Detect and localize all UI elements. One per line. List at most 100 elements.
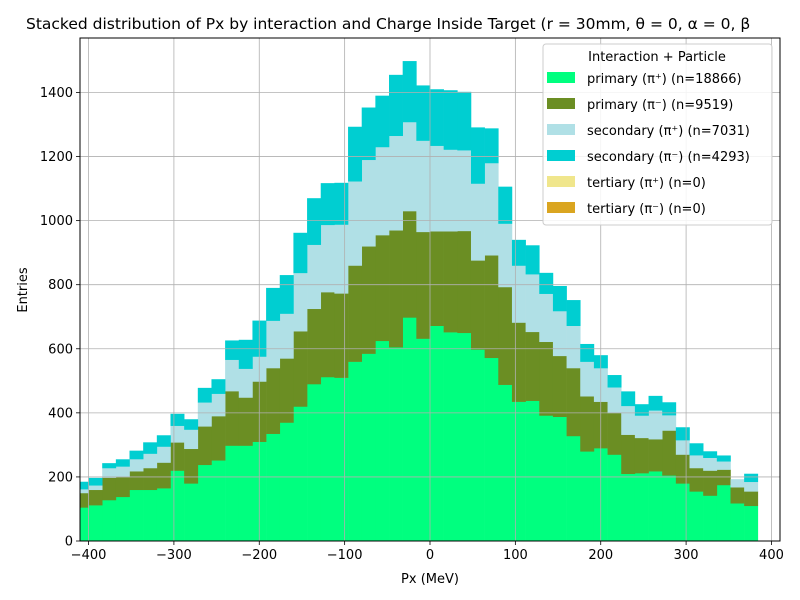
histogram-bar-series-1-bin-20 (334, 378, 348, 542)
histogram-bar-series-4-bin-19 (321, 183, 335, 225)
histogram-bar-series-3-bin-25 (403, 122, 417, 211)
histogram-bar-series-2-bin-23 (375, 235, 389, 341)
histogram-bar-series-3-bin-37 (567, 326, 581, 369)
y-tick-label-2: 200 (48, 470, 73, 485)
x-tick-label-2: −300 (156, 548, 192, 563)
histogram-bar-series-4-bin-44 (662, 402, 676, 415)
histogram-bar-series-3-bin-16 (280, 314, 294, 359)
histogram-bar-series-1-bin-34 (526, 401, 540, 542)
histogram-bar-series-2-bin-15 (266, 368, 280, 434)
histogram-bar-series-3-bin-4 (116, 466, 130, 477)
legend-label-4: secondary (π⁻) (n=4293) (587, 150, 750, 165)
histogram-bar-series-4-bin-13 (239, 340, 253, 369)
histogram-bar-series-3-bin-40 (608, 387, 622, 413)
histogram-bar-series-1-bin-17 (293, 406, 307, 541)
histogram-bar-series-2-bin-47 (703, 471, 717, 496)
y-tick-label-4: 600 (48, 342, 73, 357)
histogram-bar-series-1-bin-26 (416, 339, 430, 542)
histogram-bar-series-1-bin-50 (744, 506, 758, 542)
legend-swatch-4 (547, 150, 575, 161)
histogram-bar-series-3-bin-45 (676, 440, 690, 455)
histogram-bar-series-1-bin-12 (225, 446, 239, 542)
histogram-bar-series-1-bin-28 (444, 332, 458, 541)
y-tick-label-3: 400 (48, 406, 73, 421)
histogram-bar-series-3-bin-27 (430, 146, 444, 232)
histogram-bar-series-4-bin-30 (471, 127, 485, 183)
histogram-bar-series-4-bin-42 (635, 404, 649, 416)
histogram-bar-series-1-bin-29 (457, 333, 471, 542)
histogram-bar-series-3-bin-5 (130, 459, 144, 471)
histogram-bar-series-2-bin-10 (198, 426, 212, 465)
legend-swatch-3 (547, 124, 575, 135)
histogram-bar-series-1-bin-36 (553, 417, 567, 542)
histogram-bar-series-4-bin-27 (430, 89, 444, 146)
histogram-bar-series-3-bin-32 (498, 224, 512, 288)
histogram-bar-series-4-bin-33 (512, 240, 526, 266)
histogram-bar-series-2-bin-32 (498, 287, 512, 385)
histogram-bar-series-2-bin-8 (170, 442, 184, 470)
x-tick-label-4: −100 (327, 548, 363, 563)
y-tick-label-8: 1400 (40, 86, 73, 101)
chart-title: Stacked distribution of Px by interactio… (26, 15, 750, 33)
histogram-bar-series-3-bin-41 (621, 406, 635, 435)
histogram-bar-series-3-bin-26 (416, 141, 430, 233)
x-tick-label-7: 200 (588, 548, 613, 563)
histogram-bar-series-3-bin-20 (334, 224, 348, 293)
histogram-bar-series-2-bin-35 (539, 342, 553, 416)
histogram-bar-series-2-bin-37 (567, 368, 581, 436)
histogram-bar-series-1-bin-15 (266, 434, 280, 542)
histogram-bar-series-2-bin-24 (389, 230, 403, 347)
histogram-bar-series-3-bin-29 (457, 150, 471, 231)
y-tick-label-5: 800 (48, 278, 73, 293)
histogram-bar-series-3-bin-36 (553, 311, 567, 356)
histogram-bar-series-1-bin-13 (239, 446, 253, 542)
y-axis-title: Entries (16, 267, 31, 313)
legend-label-6: tertiary (π⁻) (n=0) (587, 202, 706, 217)
histogram-bar-series-1-bin-10 (198, 465, 212, 542)
histogram-bar-series-3-bin-9 (184, 430, 198, 450)
histogram-bar-series-2-bin-25 (403, 211, 417, 318)
histogram-bar-series-4-bin-17 (293, 233, 307, 273)
legend: Interaction + Particle primary (π⁺) (n=1… (543, 44, 772, 225)
histogram-bar-series-2-bin-11 (211, 416, 225, 461)
histogram-bar-series-4-bin-34 (526, 245, 540, 274)
histogram-bar-series-2-bin-31 (485, 255, 499, 358)
histogram-bar-series-4-bin-24 (389, 75, 403, 136)
histogram-bar-series-4-bin-32 (498, 187, 512, 224)
legend-label-2: primary (π⁻) (n=9519) (587, 98, 733, 113)
histogram-bar-series-2-bin-34 (526, 332, 540, 401)
histogram-bar-series-1-bin-22 (362, 354, 376, 542)
histogram-bar-series-4-bin-28 (444, 90, 458, 150)
histogram-bar-series-1-bin-31 (485, 358, 499, 542)
histogram-bar-series-3-bin-22 (362, 160, 376, 247)
legend-label-3: secondary (π⁺) (n=7031) (587, 124, 750, 139)
histogram-bar-series-3-bin-6 (143, 454, 157, 469)
histogram-bar-series-2-bin-43 (649, 439, 663, 471)
histogram-bar-series-2-bin-26 (416, 232, 430, 339)
histogram-bar-series-3-bin-8 (170, 426, 184, 443)
histogram-bar-series-3-bin-17 (293, 273, 307, 332)
histogram-bar-series-4-bin-35 (539, 273, 553, 294)
histogram-bar-series-1-bin-48 (717, 485, 731, 541)
histogram-bar-series-4-bin-38 (580, 344, 594, 362)
histogram-bar-series-1-bin-30 (471, 349, 485, 541)
histogram-bar-series-4-bin-45 (676, 427, 690, 440)
histogram-bar-series-4-bin-10 (198, 388, 212, 403)
x-axis-title: Px (MeV) (401, 572, 459, 587)
histogram-bar-series-4-bin-46 (690, 443, 704, 455)
histogram-bar-series-4-bin-12 (225, 340, 239, 360)
histogram-bar-series-4-bin-3 (102, 463, 116, 468)
histogram-bar-series-3-bin-38 (580, 362, 594, 397)
histogram-bar-series-1-bin-38 (580, 451, 594, 541)
histogram-bar-series-4-bin-47 (703, 451, 717, 458)
y-tick-label-6: 1000 (40, 214, 73, 229)
histogram-bar-series-4-bin-41 (621, 391, 635, 406)
histogram-bar-series-3-bin-15 (266, 321, 280, 369)
histogram-bar-series-2-bin-33 (512, 323, 526, 402)
histogram-bar-series-2-bin-41 (621, 435, 635, 474)
histogram-bar-series-2-bin-17 (293, 331, 307, 407)
histogram-bar-series-4-bin-21 (348, 127, 362, 182)
histogram-bar-series-3-bin-44 (662, 415, 676, 431)
histogram-bar-series-1-bin-40 (608, 455, 622, 542)
histogram-bar-series-3-bin-24 (389, 136, 403, 231)
